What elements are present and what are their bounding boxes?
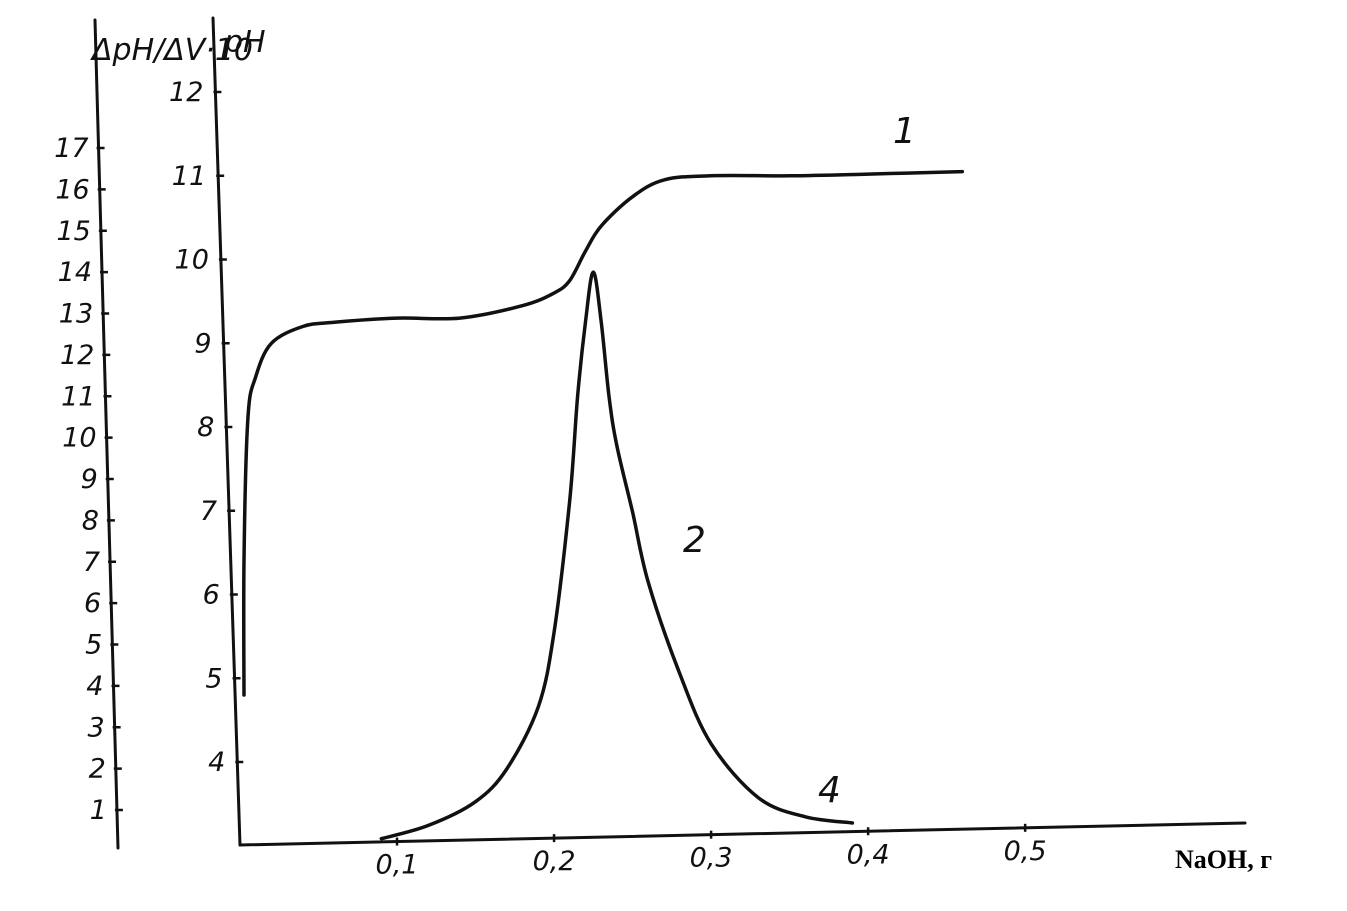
ph-axis-title: pH	[223, 25, 266, 60]
x-tick-label-0,3: 0,3	[690, 843, 733, 874]
x-tick-label-0,2: 0,2	[533, 846, 576, 877]
left-y-axis-title: ΔpH/ΔV·10	[90, 33, 253, 68]
left-y-tick-label-9: 9	[81, 464, 98, 495]
left-y-tick-label-8: 8	[82, 505, 99, 536]
ph-tick-label-8: 8	[197, 412, 214, 443]
left-y-axis-title-text: ΔpH/ΔV·10	[90, 33, 253, 68]
x-axis-line	[238, 821, 1247, 847]
ph-tick-label-10: 10	[175, 245, 209, 276]
left-y-tick-label-3: 3	[87, 712, 104, 743]
ph-tick-label-7: 7	[200, 496, 217, 527]
left-y-tick-label-14: 14	[58, 257, 92, 288]
series-2-label: 2	[683, 520, 706, 561]
x-ticks: 0,1 0,2 0,3 0,4 0,5	[376, 823, 1047, 881]
series-2-curve	[379, 270, 855, 841]
series-2-tail-label: 4	[818, 770, 841, 811]
series-1-curve	[241, 169, 965, 697]
left-y-tick-label-13: 13	[59, 299, 93, 330]
left-y-tick-label-2: 2	[89, 754, 106, 785]
ph-tick-label-4: 4	[208, 747, 225, 778]
ph-tick-label-9: 9	[194, 328, 211, 359]
ph-tick-label-6: 6	[203, 580, 220, 611]
axes	[93, 16, 1247, 850]
left-y-tick-label-10: 10	[62, 423, 96, 454]
left-y-tick-label-4: 4	[86, 671, 103, 702]
left-y-tick-label-16: 16	[55, 174, 89, 205]
left-y-tick-label-15: 15	[56, 216, 90, 247]
x-tick-label-0,5: 0,5	[1004, 836, 1047, 867]
left-y-tick-label-5: 5	[85, 630, 102, 661]
left-y-tick-label-7: 7	[83, 547, 100, 578]
left-y-tick-label-1: 1	[90, 795, 107, 826]
left-y-tick-label-12: 12	[60, 340, 94, 371]
ph-tick-label-5: 5	[205, 663, 222, 694]
ph-tick-label-12: 12	[169, 77, 203, 108]
left-y-tick-label-17: 17	[54, 133, 88, 164]
ph-axis-line	[211, 16, 242, 847]
left-y-tick-label-11: 11	[61, 381, 95, 412]
left-y-axis-line	[93, 18, 120, 850]
ph-ticks: 4 5 6 7 8 9 10 11 12	[169, 77, 244, 778]
ph-tick-label-11: 11	[172, 161, 206, 192]
x-tick-label-0,1: 0,1	[376, 850, 419, 881]
left-y-tick-label-6: 6	[84, 588, 101, 619]
x-tick-label-0,4: 0,4	[847, 839, 890, 870]
series-1-label: 1	[893, 111, 916, 152]
x-axis-title: NaOH, г	[1175, 845, 1272, 874]
